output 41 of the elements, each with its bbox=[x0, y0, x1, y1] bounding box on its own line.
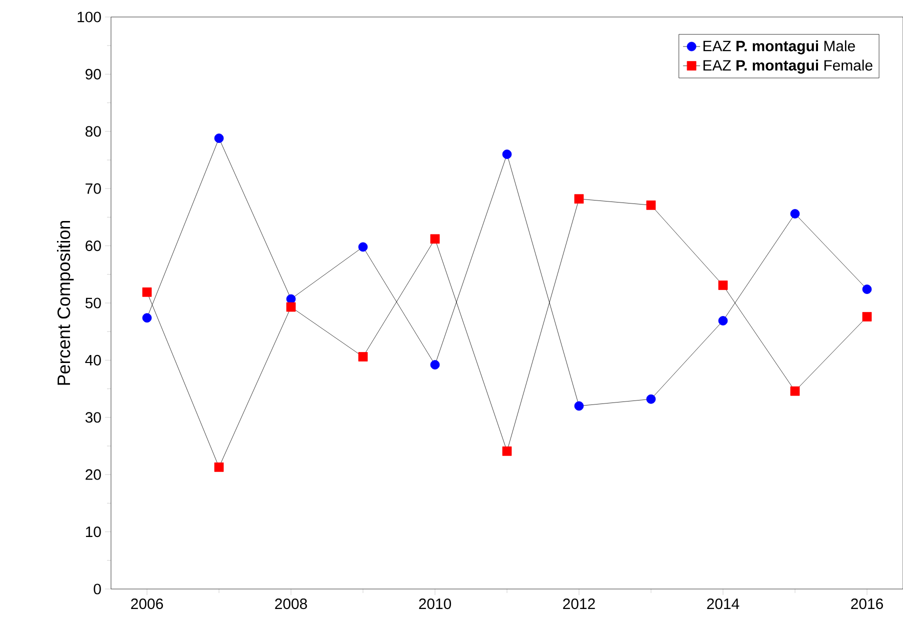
y-tick-label: 40 bbox=[85, 354, 101, 366]
legend-label: EAZ P. montagui Male bbox=[703, 40, 855, 54]
point bbox=[862, 284, 872, 294]
point bbox=[718, 316, 728, 326]
point bbox=[214, 462, 224, 472]
x-tick-label: 2008 bbox=[275, 598, 307, 610]
x-tick-label: 2006 bbox=[131, 598, 163, 610]
point bbox=[574, 401, 584, 411]
point bbox=[646, 200, 656, 210]
x-tick-label: 2010 bbox=[419, 598, 452, 610]
y-tick-label: 90 bbox=[86, 68, 101, 80]
point bbox=[574, 194, 584, 204]
y-tick-label: 70 bbox=[86, 183, 101, 194]
point bbox=[286, 302, 296, 312]
point bbox=[502, 446, 512, 456]
point bbox=[430, 360, 440, 370]
x-tick-label: 2014 bbox=[707, 598, 740, 610]
y-axis-title: Percent Composition bbox=[56, 220, 74, 385]
point bbox=[790, 386, 800, 396]
y-tick-label: 10 bbox=[86, 526, 101, 538]
y-tick-label: 0 bbox=[94, 584, 101, 594]
y-tick-label: 60 bbox=[86, 240, 101, 252]
point bbox=[790, 209, 800, 218]
x-tick-label: 2012 bbox=[563, 598, 595, 610]
point bbox=[502, 150, 512, 159]
y-tick-label: 30 bbox=[85, 412, 101, 423]
point bbox=[862, 312, 872, 322]
point bbox=[646, 394, 656, 404]
point bbox=[358, 242, 368, 252]
point bbox=[430, 234, 440, 244]
y-tick-label: 80 bbox=[86, 126, 101, 137]
legend-label: EAZ P. montagui Female bbox=[703, 60, 872, 74]
x-tick-label: 2016 bbox=[851, 598, 883, 610]
point bbox=[358, 352, 368, 362]
point bbox=[214, 134, 224, 143]
point bbox=[142, 287, 152, 297]
y-tick-label: 100 bbox=[78, 12, 101, 22]
y-tick-label: 50 bbox=[85, 298, 101, 308]
point bbox=[718, 280, 728, 290]
y-tick-label: 20 bbox=[86, 469, 101, 480]
point bbox=[142, 313, 152, 323]
